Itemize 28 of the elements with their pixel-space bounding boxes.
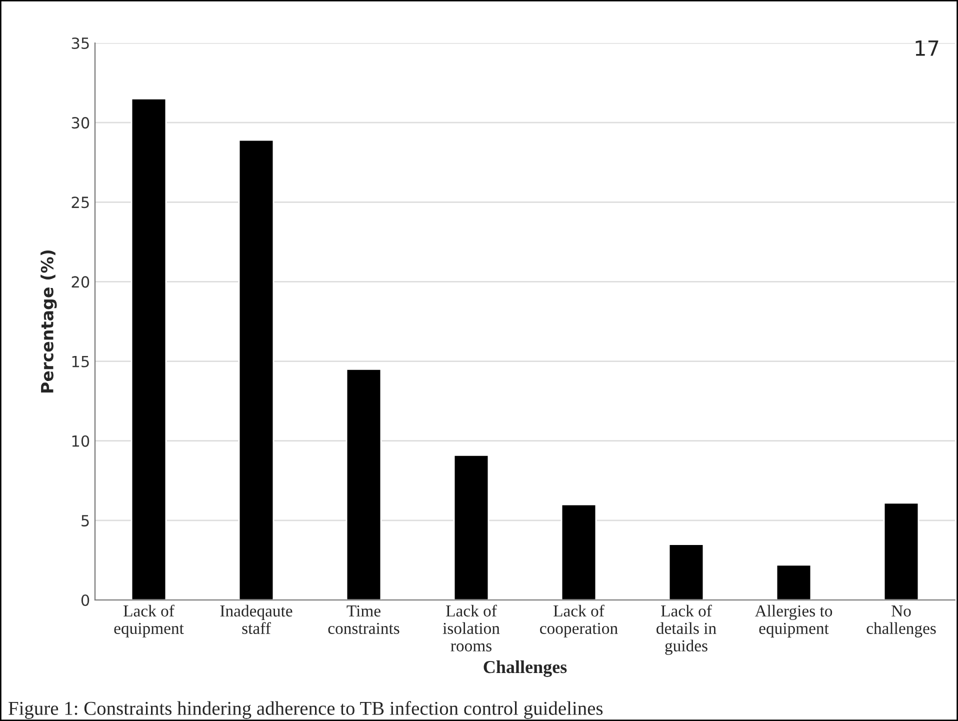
y-tick-label: 30	[72, 117, 90, 129]
x-tick-label: Lack of cooperation	[540, 604, 618, 638]
bar	[883, 502, 920, 600]
bar	[130, 98, 167, 600]
x-tick-label: Time constraints	[328, 605, 400, 634]
y-tick-label: 0	[81, 594, 90, 606]
bar	[560, 504, 597, 600]
y-tick-label: 35	[72, 37, 89, 50]
y-tick-label: 5	[82, 515, 89, 526]
annotation: 17	[916, 40, 938, 56]
y-axis-title: Percentage (%)	[40, 250, 57, 392]
y-tick-label: 10	[72, 435, 90, 447]
caption: Figure 1: Constraints hindering adherence to TB infection control guidelines	[8, 701, 603, 719]
x-tick-label: Lack of equipment	[114, 604, 184, 638]
x-axis-title: Challenges	[484, 660, 567, 677]
x-tick-label: Lack of isolation rooms	[442, 604, 500, 652]
x-tick-label: Allergies to equipment	[754, 604, 832, 638]
bar	[346, 368, 382, 600]
bar	[668, 544, 704, 600]
bar	[453, 454, 490, 600]
x-tick-label: Inadeqaute staff	[220, 604, 292, 634]
y-tick-label: 20	[72, 276, 90, 288]
y-tick-label: 15	[72, 356, 89, 368]
x-tick-label: Lack of details in guides	[656, 604, 716, 655]
y-tick-label: 25	[72, 196, 89, 208]
x-tick-label: No challenges	[866, 606, 936, 638]
bar	[238, 139, 274, 600]
bar	[776, 564, 812, 600]
